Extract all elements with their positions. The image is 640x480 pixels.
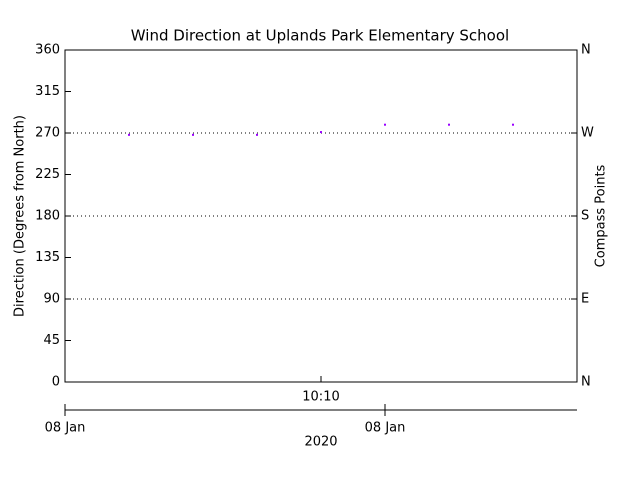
x-tick-label: 10:10 xyxy=(302,390,339,405)
y2-tick-label: N xyxy=(581,375,591,390)
y2-tick-label: W xyxy=(581,126,594,141)
data-point xyxy=(192,133,194,136)
data-point xyxy=(256,133,258,136)
y-tick-label: 90 xyxy=(43,292,60,307)
y2-tick-label: S xyxy=(581,209,589,224)
y2-tick-label: N xyxy=(581,43,591,58)
y-tick-label: 270 xyxy=(35,126,60,141)
data-point xyxy=(512,123,514,126)
y-tick-label: 315 xyxy=(35,84,60,99)
date-tick-label: 08 Jan xyxy=(365,421,406,436)
y-tick-label: 45 xyxy=(43,333,60,348)
y2-axis-label: Compass Points xyxy=(594,164,609,267)
date-axis-label: 2020 xyxy=(304,435,337,450)
y-tick-label: 0 xyxy=(52,375,60,390)
date-tick-label: 08 Jan xyxy=(45,421,86,436)
data-point xyxy=(128,133,130,136)
y-tick-label: 225 xyxy=(35,167,60,182)
data-point xyxy=(448,123,450,126)
data-point xyxy=(384,123,386,126)
data-point xyxy=(320,131,322,134)
chart-title: Wind Direction at Uplands Park Elementar… xyxy=(131,27,509,45)
y-tick-label: 180 xyxy=(35,209,60,224)
y2-tick-label: E xyxy=(581,292,589,307)
y-axis-label: Direction (Degrees from North) xyxy=(13,115,28,317)
y-tick-label: 360 xyxy=(35,43,60,58)
y-tick-label: 135 xyxy=(35,250,60,265)
